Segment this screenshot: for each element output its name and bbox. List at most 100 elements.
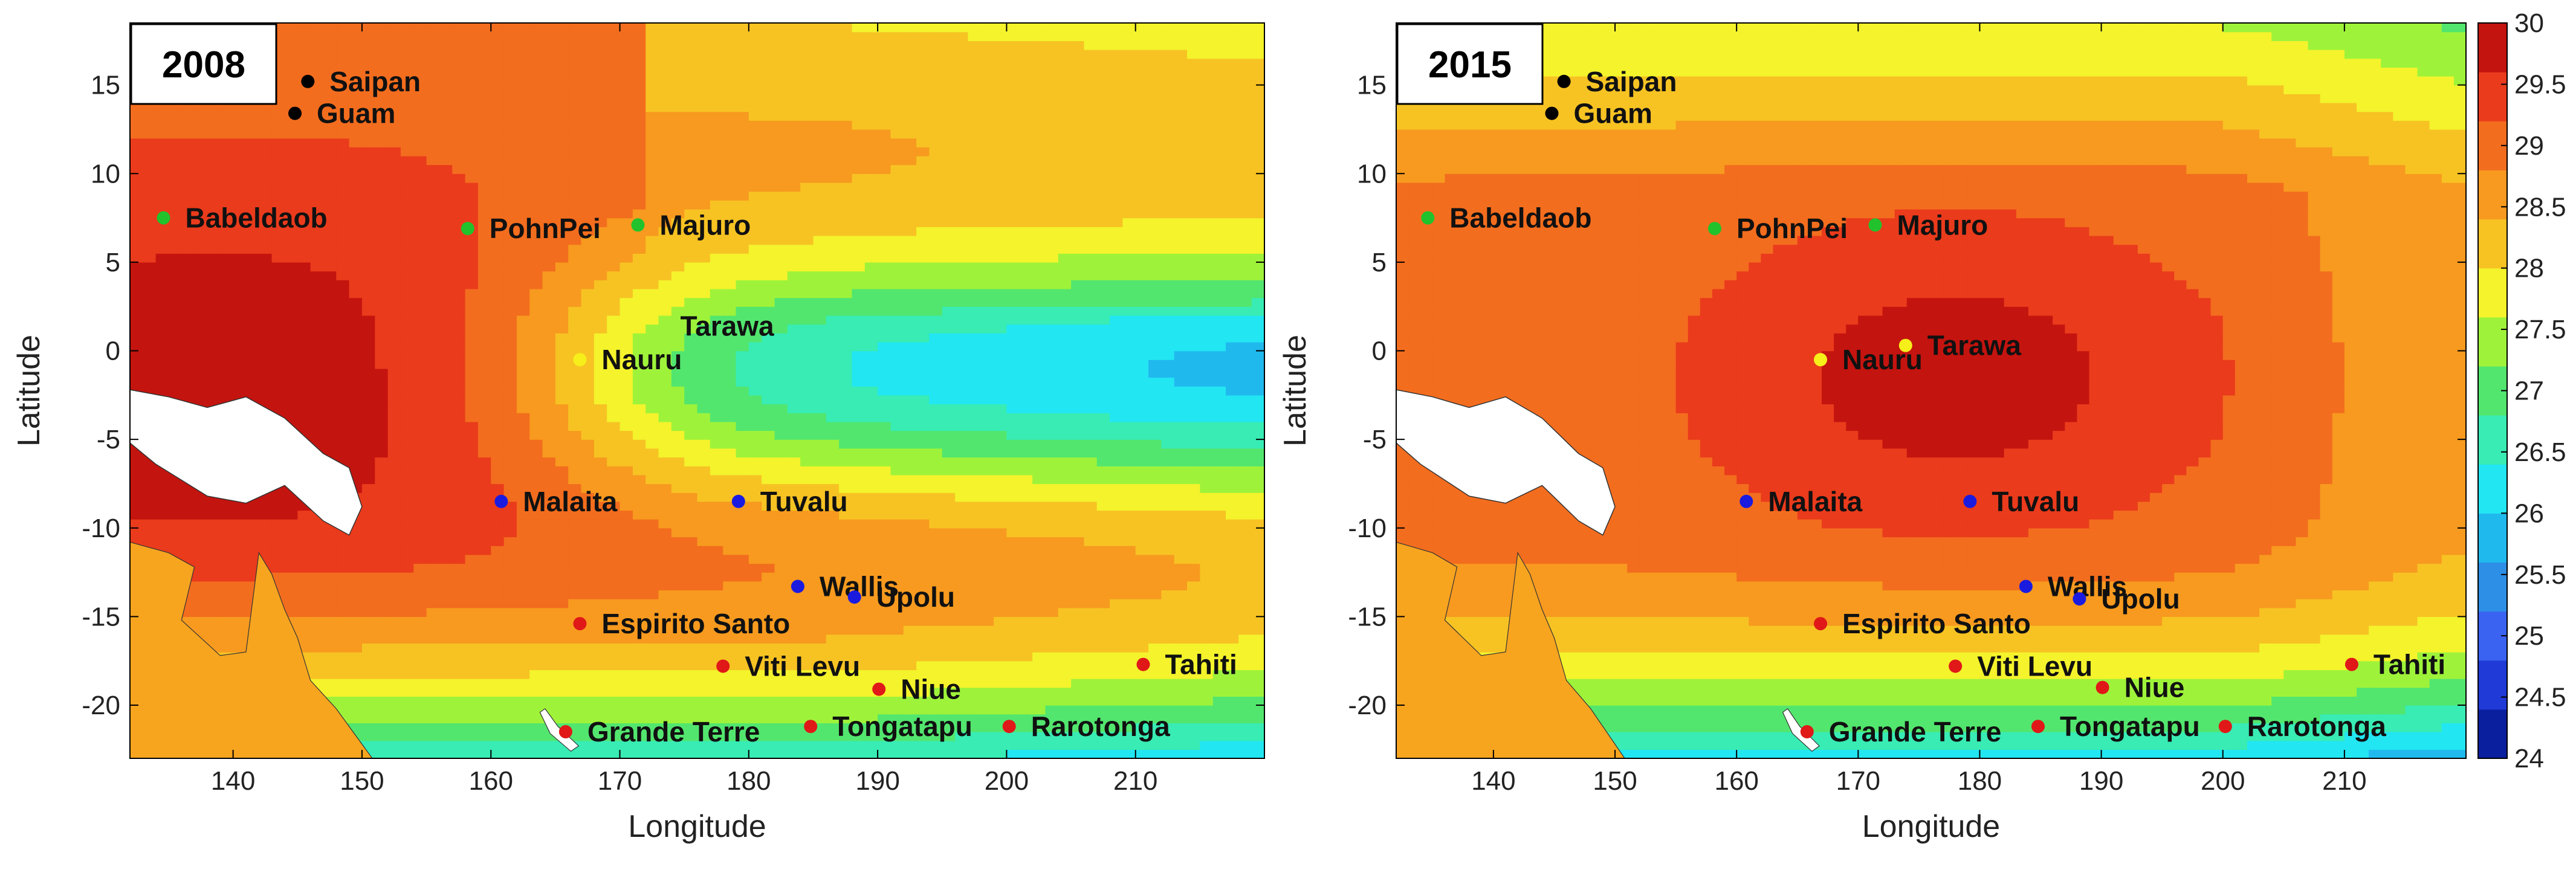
- y-tick-label: -15: [1348, 602, 1387, 631]
- x-tick-label: 140: [1471, 766, 1515, 796]
- site-label-nauru: Nauru: [1842, 344, 1923, 375]
- colorbar-tick-label: 24.5: [2514, 683, 2566, 712]
- site-marker-guam: [1545, 107, 1559, 120]
- site-label-niue: Niue: [2125, 672, 2185, 703]
- site-label-grande-terre: Grande Terre: [587, 716, 760, 747]
- site-marker-babeldaob: [157, 211, 170, 225]
- x-tick-label: 140: [211, 766, 255, 796]
- y-tick-label: -20: [82, 691, 120, 720]
- x-tick-label: 170: [1836, 766, 1880, 796]
- site-marker-tongatapu: [804, 720, 817, 733]
- x-tick-label: 160: [469, 766, 513, 796]
- x-tick-label: 190: [2079, 766, 2123, 796]
- x-axis-label: Longitude: [628, 809, 766, 844]
- colorbar-tick-label: 26: [2514, 499, 2544, 528]
- site-label-tuvalu: Tuvalu: [760, 486, 848, 517]
- colorbar-swatch: [2478, 72, 2507, 121]
- site-marker-wallis: [2019, 580, 2033, 593]
- y-tick-label: 0: [106, 337, 120, 366]
- x-tick-label: 210: [1113, 766, 1157, 796]
- site-marker-grande-terre: [559, 725, 572, 738]
- site-marker-rarotonga: [1003, 720, 1016, 733]
- site-label-tahiti: Tahiti: [1165, 649, 1237, 680]
- y-axis-label: Latitude: [11, 335, 47, 447]
- colorbar-swatch: [2478, 709, 2507, 759]
- x-tick-label: 190: [855, 766, 899, 796]
- colorbar-swatch: [2478, 317, 2507, 367]
- site-label-majuro: Majuro: [1897, 209, 1989, 240]
- site-marker-majuro: [631, 218, 644, 231]
- site-label-viti-levu: Viti Levu: [1977, 651, 2092, 682]
- y-axis-label: Latitude: [1278, 335, 1313, 447]
- colorbar-tick-label: 25.5: [2514, 560, 2566, 590]
- site-marker-tahiti: [1137, 658, 1150, 671]
- site-label-majuro: Majuro: [659, 209, 751, 240]
- x-tick-label: 180: [1958, 766, 2002, 796]
- site-marker-niue: [872, 683, 885, 696]
- y-tick-label: -15: [82, 602, 120, 631]
- colorbar-tick-label: 30: [2514, 8, 2544, 38]
- colorbar-tick-label: 24: [2514, 744, 2544, 773]
- site-label-tongatapu: Tongatapu: [2060, 711, 2200, 742]
- colorbar-swatch: [2478, 563, 2507, 612]
- colorbar-swatch: [2478, 268, 2507, 318]
- y-tick-label: 0: [1372, 337, 1387, 366]
- y-tick-label: -5: [1363, 425, 1387, 454]
- site-label-espirito-santo: Espirito Santo: [601, 608, 790, 639]
- site-label-pohnpei: PohnPei: [1736, 213, 1848, 244]
- site-marker-espirito-santo: [1814, 617, 1827, 630]
- site-marker-upolu: [848, 590, 861, 604]
- site-label-saipan: Saipan: [1586, 66, 1677, 97]
- y-tick-label: 10: [1357, 159, 1387, 189]
- colorbar-tick-label: 28.5: [2514, 192, 2566, 222]
- x-tick-label: 150: [340, 766, 384, 796]
- site-marker-malaita: [1739, 495, 1753, 508]
- site-label-tarawa: Tarawa: [1927, 330, 2022, 361]
- year-label: 2008: [162, 44, 245, 86]
- site-marker-upolu: [2073, 592, 2086, 605]
- x-axis-label: Longitude: [1862, 809, 2000, 844]
- site-label-tarawa: Tarawa: [681, 311, 775, 342]
- site-label-espirito-santo: Espirito Santo: [1842, 608, 2031, 639]
- colorbar-swatch: [2478, 464, 2507, 514]
- site-marker-viti-levu: [716, 660, 730, 673]
- colorbar-swatch: [2478, 513, 2507, 563]
- y-tick-label: 5: [106, 248, 120, 277]
- site-marker-pohnpei: [461, 222, 474, 235]
- site-label-saipan: Saipan: [329, 66, 421, 97]
- site-label-upolu: Upolu: [876, 581, 955, 613]
- site-marker-tuvalu: [732, 495, 745, 508]
- colorbar-tick-label: 29.5: [2514, 69, 2566, 99]
- site-marker-tahiti: [2345, 658, 2358, 671]
- x-tick-label: 210: [2322, 766, 2366, 796]
- x-tick-label: 160: [1714, 766, 1758, 796]
- colorbar-tick-label: 29: [2514, 131, 2544, 161]
- site-label-upolu: Upolu: [2101, 583, 2180, 615]
- y-tick-label: -5: [97, 425, 120, 454]
- site-marker-wallis: [791, 580, 804, 593]
- site-label-malaita: Malaita: [1768, 486, 1862, 517]
- site-label-babeldaob: Babeldaob: [186, 202, 328, 234]
- site-marker-pohnpei: [1708, 222, 1721, 235]
- site-label-grande-terre: Grande Terre: [1829, 716, 2001, 747]
- map-panel-2008: 140 150 160 170 180 190 200 210151050-5-10-15-2…: [11, 23, 1265, 844]
- site-label-guam: Guam: [317, 98, 395, 129]
- site-marker-grande-terre: [1801, 725, 1814, 738]
- x-tick-label: 180: [727, 766, 771, 796]
- y-tick-label: 5: [1372, 248, 1387, 277]
- site-label-rarotonga: Rarotonga: [1031, 711, 1170, 742]
- x-tick-label: 170: [598, 766, 642, 796]
- colorbar-swatch: [2478, 660, 2507, 710]
- x-tick-label: 200: [985, 766, 1029, 796]
- site-marker-saipan: [301, 75, 314, 88]
- site-marker-rarotonga: [2219, 720, 2232, 733]
- site-label-guam: Guam: [1574, 98, 1652, 129]
- colorbar-tick-label: 26.5: [2514, 437, 2566, 467]
- site-marker-niue: [2096, 681, 2109, 694]
- site-label-tahiti: Tahiti: [2374, 649, 2445, 680]
- y-tick-label: -10: [1348, 514, 1387, 543]
- colorbar-tick-label: 27: [2514, 376, 2544, 406]
- colorbar-swatch: [2478, 23, 2507, 73]
- site-label-pohnpei: PohnPei: [490, 213, 601, 244]
